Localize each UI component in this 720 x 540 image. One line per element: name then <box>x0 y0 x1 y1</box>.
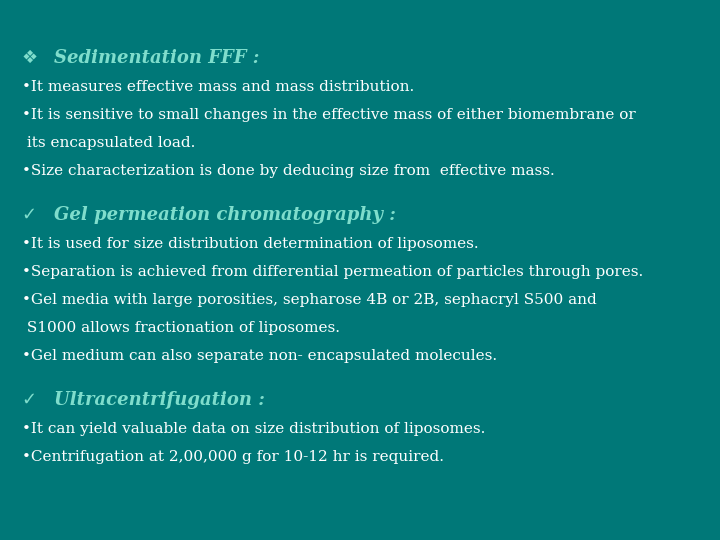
Text: •Size characterization is done by deducing size from  effective mass.: •Size characterization is done by deduci… <box>22 164 554 178</box>
Text: •Separation is achieved from differential permeation of particles through pores.: •Separation is achieved from differentia… <box>22 265 643 279</box>
Text: ✓: ✓ <box>22 391 43 409</box>
Text: its encapsulated load.: its encapsulated load. <box>22 136 195 150</box>
Text: •Centrifugation at 2,00,000 g for 10-12 hr is required.: •Centrifugation at 2,00,000 g for 10-12 … <box>22 450 444 464</box>
Text: S1000 allows fractionation of liposomes.: S1000 allows fractionation of liposomes. <box>22 321 340 335</box>
Text: ✓: ✓ <box>22 206 43 224</box>
Text: •It is used for size distribution determination of liposomes.: •It is used for size distribution determ… <box>22 237 478 251</box>
Text: •It measures effective mass and mass distribution.: •It measures effective mass and mass dis… <box>22 80 414 94</box>
Text: Gel permeation chromatography :: Gel permeation chromatography : <box>54 206 396 224</box>
Text: ❖: ❖ <box>22 49 44 66</box>
Text: •It is sensitive to small changes in the effective mass of either biomembrane or: •It is sensitive to small changes in the… <box>22 108 635 122</box>
Text: •Gel medium can also separate non- encapsulated molecules.: •Gel medium can also separate non- encap… <box>22 349 497 363</box>
Text: •Gel media with large porosities, sepharose 4B or 2B, sephacryl S500 and: •Gel media with large porosities, sephar… <box>22 293 596 307</box>
Text: Sedimentation FFF :: Sedimentation FFF : <box>54 49 259 66</box>
Text: Ultracentrifugation :: Ultracentrifugation : <box>54 391 265 409</box>
Text: •It can yield valuable data on size distribution of liposomes.: •It can yield valuable data on size dist… <box>22 422 485 436</box>
